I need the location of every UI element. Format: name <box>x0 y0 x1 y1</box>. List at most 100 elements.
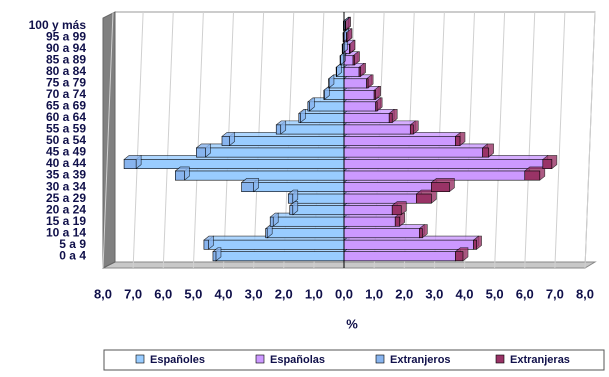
bar <box>300 113 345 123</box>
bar <box>391 205 402 216</box>
y-tick-label: 20 a 24 <box>46 202 86 216</box>
bar <box>328 78 330 89</box>
bar <box>135 159 345 169</box>
bar <box>358 66 361 77</box>
legend-swatch <box>495 354 505 364</box>
legend-swatch <box>135 354 145 364</box>
bar <box>335 66 337 77</box>
bar <box>343 101 376 112</box>
bar <box>343 113 390 123</box>
legend-label: Extranjeros <box>390 354 451 366</box>
legend-box <box>103 349 605 371</box>
bar <box>366 78 369 89</box>
x-tick-label: 1,0 <box>365 286 383 301</box>
bar <box>307 101 310 112</box>
x-tick-label: 6,0 <box>154 286 172 301</box>
bar <box>343 216 396 227</box>
bar <box>203 239 209 250</box>
bar <box>455 251 464 262</box>
bar <box>343 239 474 250</box>
x-tick-label: 7,0 <box>124 286 142 301</box>
y-tick-label: 45 a 49 <box>46 145 86 159</box>
bar <box>289 205 294 216</box>
bar <box>272 216 345 227</box>
bar <box>221 136 230 146</box>
y-tick-label: 90 a 94 <box>46 41 86 55</box>
x-tick-label: 5,0 <box>184 286 202 301</box>
bar <box>343 66 360 77</box>
bar <box>373 89 376 100</box>
y-tick-label: 80 a 84 <box>46 64 86 78</box>
floor <box>102 261 597 269</box>
bar <box>455 136 461 146</box>
grid-line <box>524 11 536 269</box>
grid-line <box>102 11 114 269</box>
legend-swatch <box>375 354 385 364</box>
x-tick-label: 7,0 <box>546 286 564 301</box>
y-tick-label: 85 a 89 <box>46 53 86 67</box>
bar <box>323 89 325 100</box>
y-tick-label: 100 y más <box>29 18 87 32</box>
bar <box>409 124 414 135</box>
x-tick-label: 0,0 <box>335 286 353 301</box>
bar <box>253 182 345 193</box>
x-axis-title: % <box>346 316 358 331</box>
grid-line <box>132 11 144 269</box>
y-tick-label: 75 a 79 <box>46 76 86 90</box>
bar <box>343 159 544 169</box>
bar <box>215 251 345 262</box>
y-tick-label: 70 a 74 <box>46 87 86 101</box>
bar <box>343 170 526 181</box>
bar <box>298 113 301 123</box>
bar <box>415 193 432 204</box>
y-tick-label: 10 a 14 <box>46 225 86 239</box>
bar <box>287 193 294 204</box>
bar <box>229 136 345 146</box>
bar <box>341 43 343 54</box>
grid-line <box>162 11 174 269</box>
x-tick-label: 8,0 <box>576 286 594 301</box>
y-tick-label: 35 a 39 <box>46 168 86 182</box>
bar <box>343 205 393 216</box>
bar <box>292 193 345 204</box>
bar <box>343 78 367 89</box>
bar <box>265 228 268 239</box>
bar <box>352 55 355 66</box>
y-tick-label: 5 a 9 <box>59 237 86 251</box>
bar <box>123 159 137 169</box>
x-tick-label: 5,0 <box>486 286 504 301</box>
bar <box>343 89 375 100</box>
bar <box>375 101 378 112</box>
y-tick-label: 15 a 19 <box>46 214 86 228</box>
bar <box>343 136 456 146</box>
bar <box>524 170 541 181</box>
grid-line <box>584 11 596 269</box>
bar <box>241 182 254 193</box>
x-tick-label: 4,0 <box>455 286 473 301</box>
y-tick-label: 30 a 34 <box>46 179 86 193</box>
x-tick-label: 3,0 <box>425 286 443 301</box>
x-tick-label: 4,0 <box>214 286 232 301</box>
x-tick-label: 1,0 <box>305 286 323 301</box>
x-tick-label: 3,0 <box>245 286 263 301</box>
bar <box>343 251 456 262</box>
bar <box>343 147 483 158</box>
bar <box>205 147 345 158</box>
y-tick-label: 95 a 99 <box>46 29 86 43</box>
legend-label: Españoles <box>150 354 205 366</box>
grid-line <box>192 11 204 269</box>
y-tick-label: 60 a 64 <box>46 110 86 124</box>
legend-label: Españolas <box>270 354 325 366</box>
x-tick-label: 2,0 <box>395 286 413 301</box>
x-tick-label: 2,0 <box>275 286 293 301</box>
bar <box>175 170 185 181</box>
grid-line <box>554 11 566 269</box>
bar <box>184 170 345 181</box>
bar <box>280 124 345 135</box>
bar <box>343 124 411 135</box>
bar <box>266 228 345 239</box>
bar <box>346 32 348 43</box>
y-tick-label: 65 a 69 <box>46 99 86 113</box>
